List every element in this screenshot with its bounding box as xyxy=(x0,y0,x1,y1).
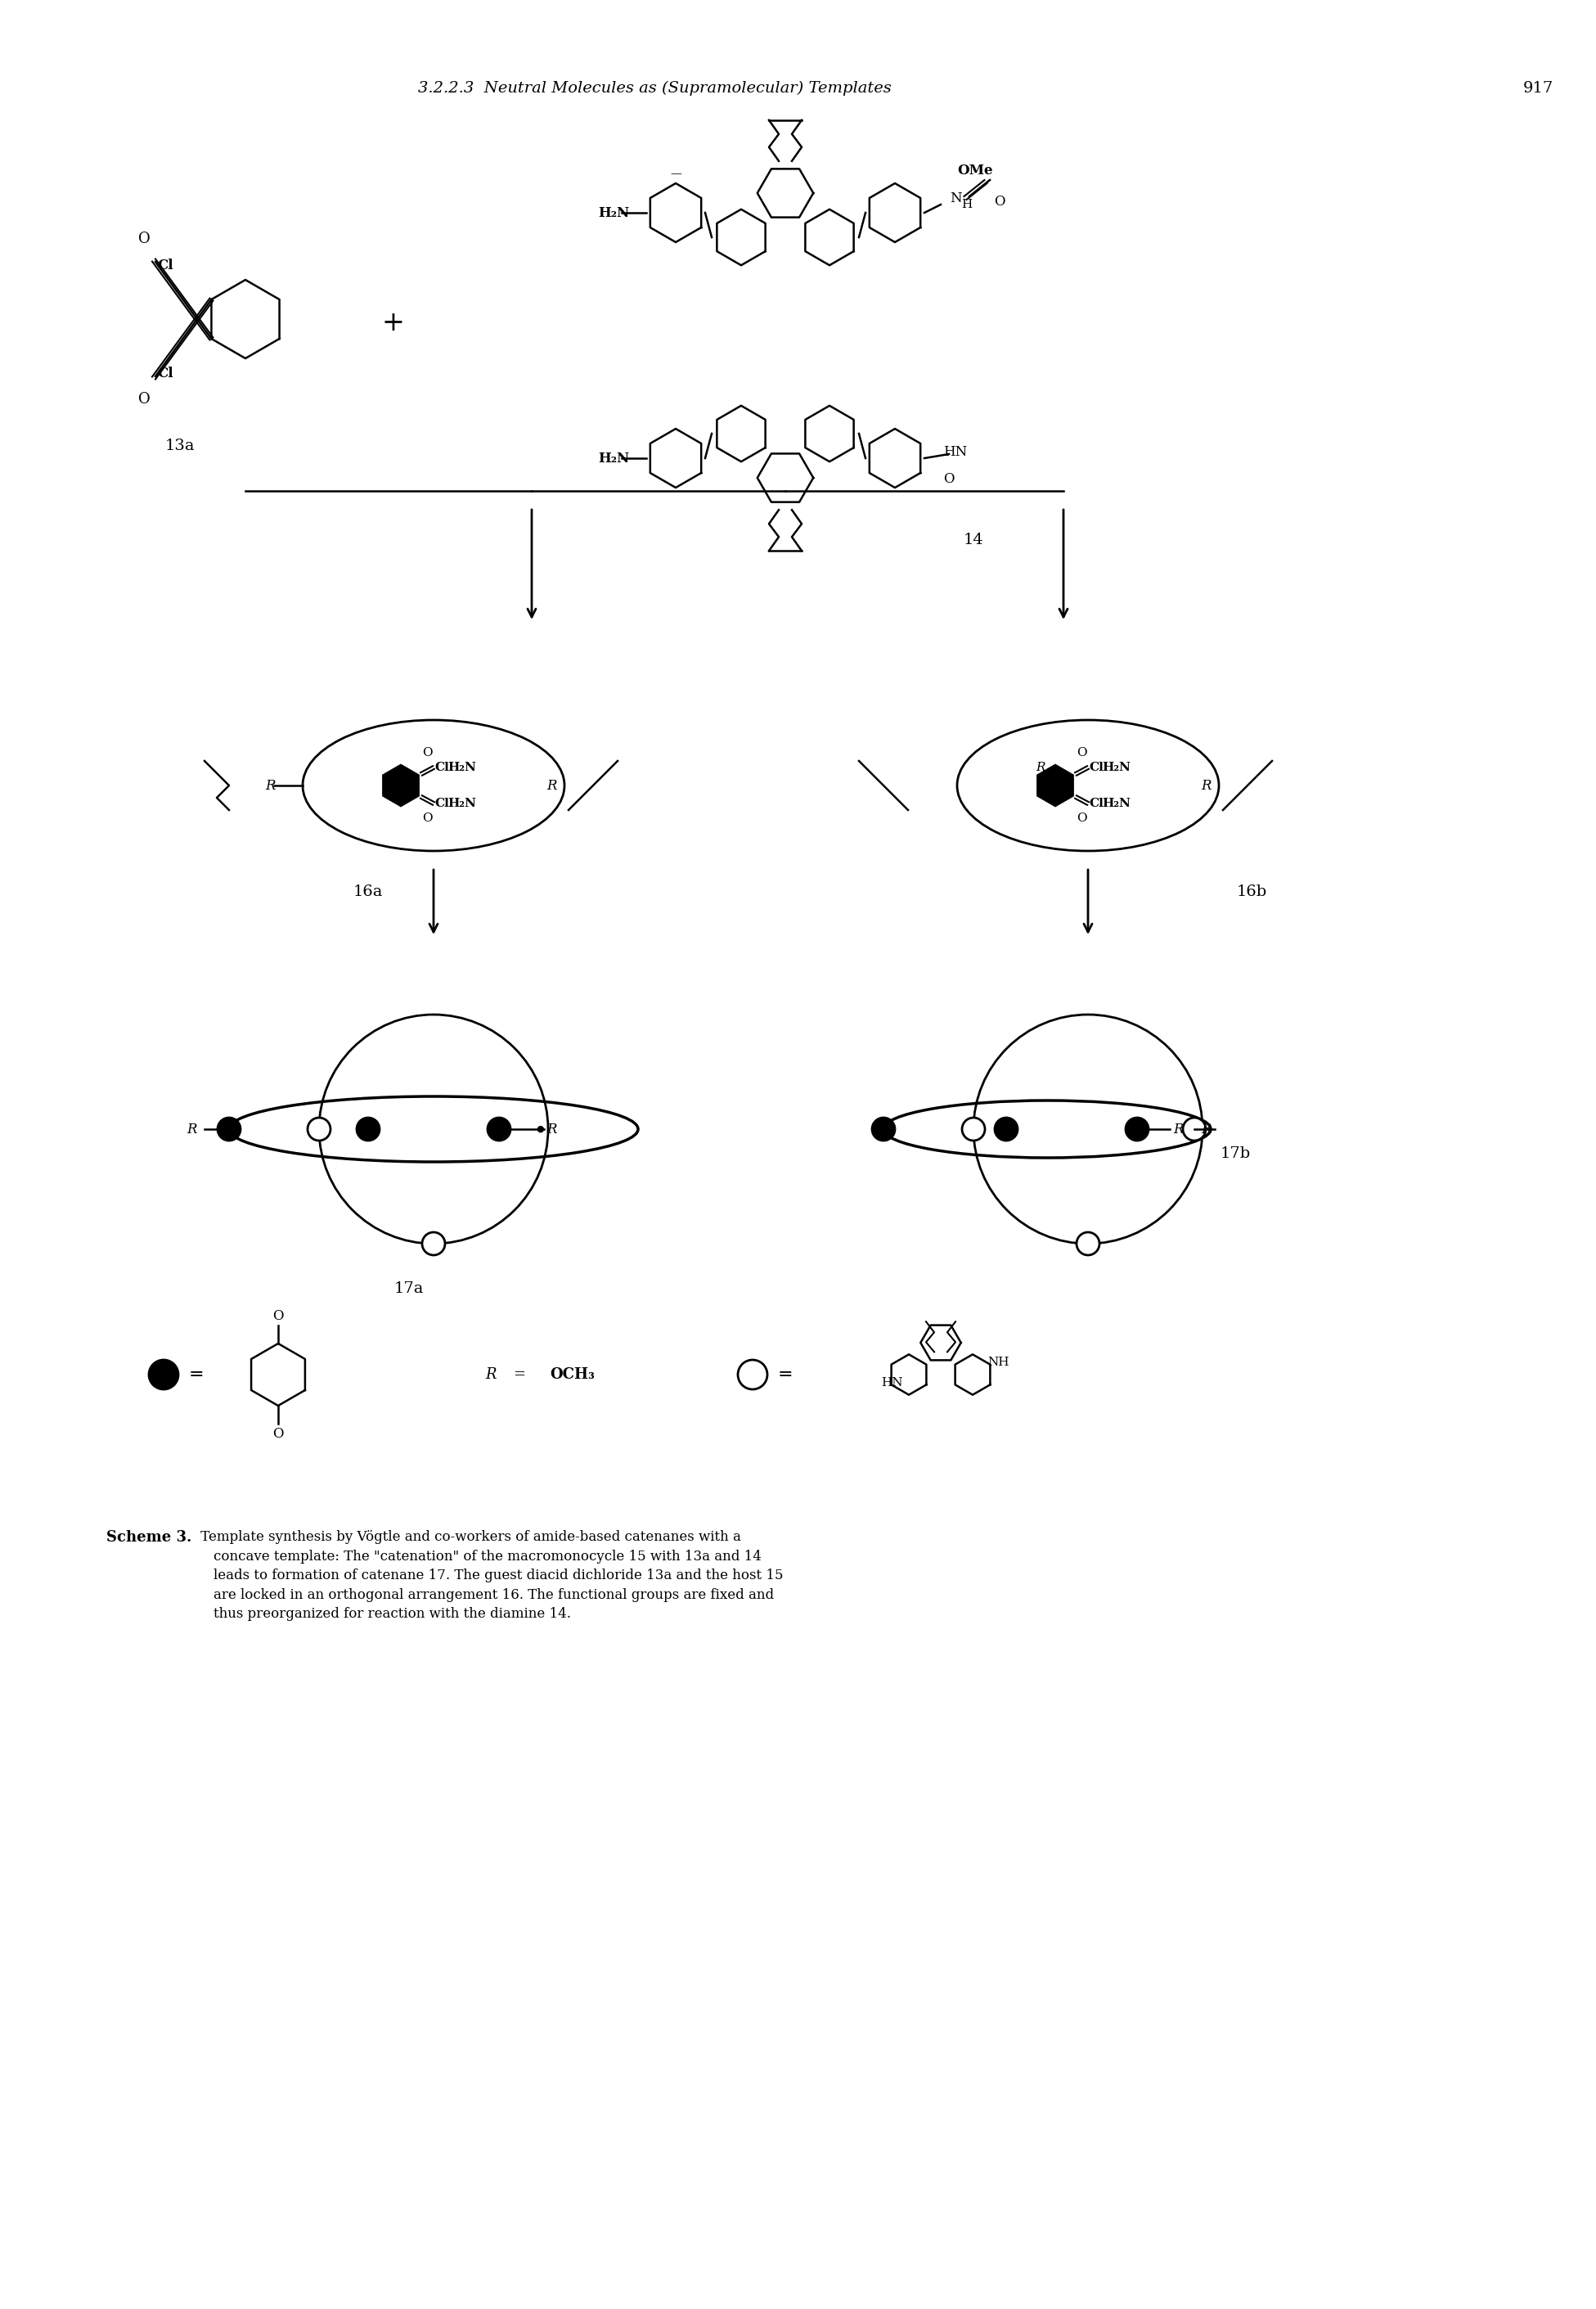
Text: Cl: Cl xyxy=(434,762,448,774)
Text: Cl: Cl xyxy=(1088,797,1103,808)
Text: Cl: Cl xyxy=(158,259,174,272)
Text: R: R xyxy=(1202,778,1211,792)
Text: H₂N: H₂N xyxy=(598,450,629,464)
Text: H₂N: H₂N xyxy=(448,797,477,808)
Text: H: H xyxy=(961,199,972,210)
Text: R: R xyxy=(1202,1122,1211,1136)
Circle shape xyxy=(1125,1118,1149,1141)
Text: R: R xyxy=(265,778,275,792)
Text: R: R xyxy=(485,1367,496,1383)
Text: Cl: Cl xyxy=(1088,762,1103,774)
Circle shape xyxy=(148,1360,179,1390)
Text: 17a: 17a xyxy=(394,1281,425,1295)
Text: Cl: Cl xyxy=(434,797,448,808)
Text: Cl: Cl xyxy=(158,367,174,381)
Text: R: R xyxy=(1036,762,1045,774)
Text: Scheme 3.: Scheme 3. xyxy=(107,1531,192,1545)
Text: =: = xyxy=(777,1365,793,1383)
Text: R: R xyxy=(1173,1122,1183,1136)
Text: O: O xyxy=(943,471,954,485)
Text: R: R xyxy=(547,1122,557,1136)
Text: HN: HN xyxy=(881,1376,902,1388)
Text: H₂N: H₂N xyxy=(448,762,477,774)
Text: O: O xyxy=(1076,748,1087,757)
Circle shape xyxy=(1077,1233,1100,1256)
Text: 3.2.2.3  Neutral Molecules as (Supramolecular) Templates: 3.2.2.3 Neutral Molecules as (Supramolec… xyxy=(418,81,891,97)
Text: O: O xyxy=(273,1427,284,1441)
Text: 13a: 13a xyxy=(164,439,195,453)
Text: R: R xyxy=(187,1122,198,1136)
Text: +: + xyxy=(381,309,404,337)
Text: H₂N: H₂N xyxy=(598,206,629,219)
Text: 16b: 16b xyxy=(1237,884,1267,898)
Circle shape xyxy=(962,1118,985,1141)
Text: N: N xyxy=(950,192,961,206)
Text: R: R xyxy=(547,778,557,792)
Text: OCH₃: OCH₃ xyxy=(551,1367,595,1383)
Text: NH: NH xyxy=(988,1358,1009,1367)
Text: OMe: OMe xyxy=(958,164,993,178)
Text: HN: HN xyxy=(943,446,967,459)
Text: O: O xyxy=(137,393,150,406)
Text: O: O xyxy=(421,748,433,757)
Text: =: = xyxy=(188,1365,204,1383)
Circle shape xyxy=(487,1118,511,1141)
Polygon shape xyxy=(1037,764,1073,806)
Text: O: O xyxy=(273,1309,284,1323)
Text: —: — xyxy=(670,169,681,180)
Circle shape xyxy=(737,1360,768,1390)
Circle shape xyxy=(217,1118,241,1141)
Text: O: O xyxy=(137,231,150,247)
Text: O: O xyxy=(421,813,433,824)
Text: 14: 14 xyxy=(964,533,983,547)
Text: O: O xyxy=(1076,813,1087,824)
Text: 17b: 17b xyxy=(1219,1145,1251,1161)
Text: ●: ● xyxy=(536,1124,544,1134)
Circle shape xyxy=(356,1118,380,1141)
Text: H₂N: H₂N xyxy=(1103,762,1132,774)
Circle shape xyxy=(994,1118,1018,1141)
Text: 917: 917 xyxy=(1523,81,1553,95)
Circle shape xyxy=(421,1233,445,1256)
Circle shape xyxy=(871,1118,895,1141)
Text: H₂N: H₂N xyxy=(1103,797,1132,808)
Text: =: = xyxy=(514,1367,525,1383)
Text: 16a: 16a xyxy=(353,884,383,898)
Text: Template synthesis by Vögtle and co-workers of amide-based catenanes with a
    : Template synthesis by Vögtle and co-work… xyxy=(196,1531,784,1621)
Text: O: O xyxy=(994,194,1005,208)
Circle shape xyxy=(1183,1118,1207,1141)
Polygon shape xyxy=(383,764,418,806)
Circle shape xyxy=(308,1118,330,1141)
